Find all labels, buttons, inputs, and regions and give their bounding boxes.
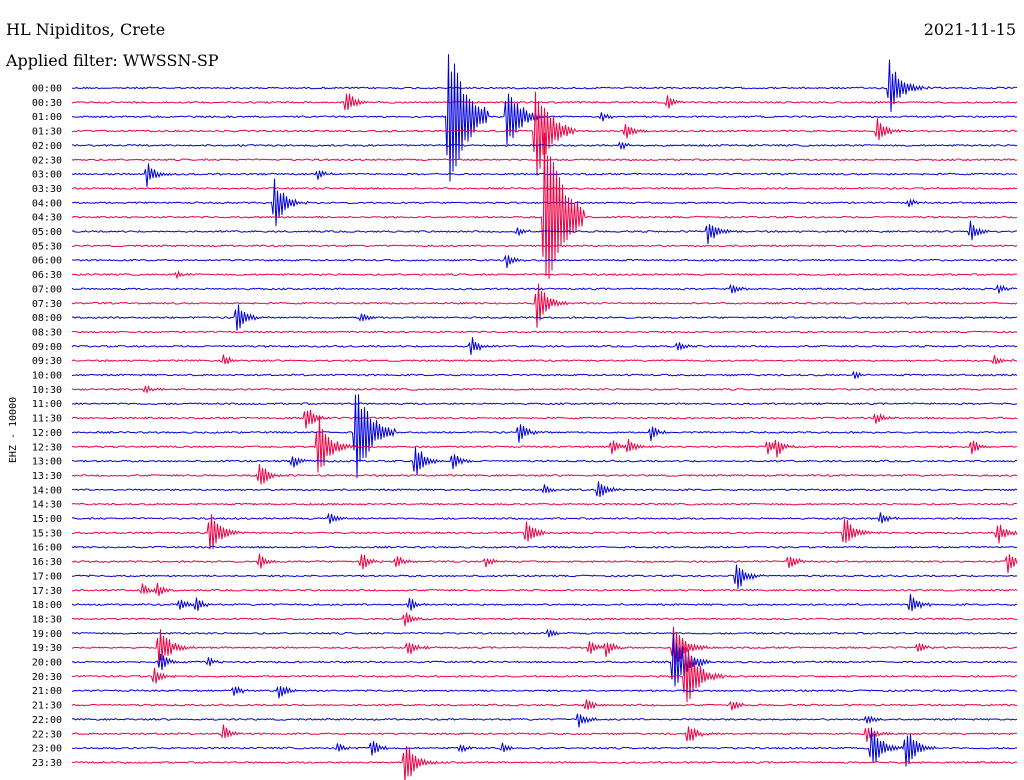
trace-line [71,244,1018,248]
trace-line [71,713,1018,728]
trace-line [71,481,1018,497]
row-label: 14:30 [32,500,62,511]
row-label: 15:30 [32,528,62,539]
row-label: 20:00 [32,658,62,669]
trace-line [71,647,1018,703]
row-label: 09:30 [32,356,62,367]
row-label: 12:30 [32,442,62,453]
row-label: 04:00 [32,198,62,209]
trace-line [72,59,1018,113]
trace-line [71,583,1018,596]
trace-line [72,564,1018,589]
trace-line [71,270,1018,280]
trace-line [71,699,1018,711]
row-label: 01:00 [32,112,62,123]
row-label: 11:00 [32,399,62,410]
trace-line [71,370,1018,380]
date-label: 2021-11-15 [924,20,1016,39]
row-label: 01:30 [32,127,62,138]
row-label: 18:00 [32,600,62,611]
trace-line [71,746,1018,780]
y-axis-label: EHZ - 10000 [8,397,19,463]
trace-line [71,187,1018,190]
trace-line [71,384,1018,393]
trace-line [71,633,1018,687]
row-label: 09:00 [32,342,62,353]
trace-line [71,283,1018,328]
trace-line [71,545,1018,549]
row-label: 16:30 [32,557,62,568]
row-label: 02:30 [32,155,62,166]
row-label: 17:30 [32,586,62,597]
row-label: 23:00 [32,744,62,755]
trace-line [71,502,1018,506]
row-label: 21:30 [32,701,62,712]
row-label: 17:00 [32,571,62,582]
row-label: 06:00 [32,256,62,267]
trace-line [71,91,1018,176]
row-label: 10:00 [32,371,62,382]
trace-line [71,409,1018,429]
trace-line [71,304,1018,331]
trace-line [71,553,1018,574]
trace-line [71,612,1018,627]
filter-label: Applied filter: WWSSN-SP [5,51,219,70]
row-label: 08:00 [32,313,62,324]
trace-line [71,626,1018,666]
trace-line [71,685,1018,699]
row-label: 22:00 [32,715,62,726]
trace-line [71,220,1018,245]
row-label: 11:30 [32,414,62,425]
row-label: 16:00 [32,543,62,554]
row-labels: 00:00 00:30 01:00 01:30 02:00 02:30 03:00 03:30… [32,84,62,769]
trace-line [71,628,1018,638]
row-label: 07:00 [32,284,62,295]
row-label: 21:00 [32,686,62,697]
trace-line [71,178,1018,227]
row-label: 20:30 [32,672,62,683]
row-label: 02:00 [32,141,62,152]
row-label: 10:30 [32,385,62,396]
row-label: 13:00 [32,457,62,468]
trace-line [71,132,1018,279]
row-label: 04:30 [32,213,62,224]
row-label: 05:30 [32,241,62,252]
row-label: 03:00 [32,170,62,181]
row-label: 15:00 [32,514,62,525]
trace-line [71,402,1018,406]
row-label: 23:30 [32,758,62,769]
row-label: 00:00 [32,84,62,95]
station-title: HL Nipiditos, Crete [6,20,165,39]
trace-line [71,447,1018,475]
row-label: 05:00 [32,227,62,238]
trace-line [71,724,1017,743]
trace-line [71,727,1018,767]
row-label: 12:00 [32,428,62,439]
seismic-traces [71,54,1018,780]
trace-line [72,514,1018,550]
row-label: 13:30 [32,471,62,482]
trace-line [71,283,1018,294]
row-label: 03:30 [32,184,62,195]
row-label: 22:30 [32,729,62,740]
trace-line [71,354,1018,365]
row-label: 08:30 [32,327,62,338]
trace-line [71,254,1018,268]
trace-line [71,417,1018,473]
trace-line [71,330,1018,334]
trace-line [71,93,1018,110]
trace-line [71,593,1018,612]
row-label: 00:30 [32,98,62,109]
row-label: 19:00 [32,629,62,640]
row-label: 19:30 [32,643,62,654]
trace-line [71,337,1018,355]
row-label: 07:30 [32,299,62,310]
trace-line [71,464,1018,485]
trace-line [71,394,1018,479]
trace-line [71,512,1018,524]
row-label: 18:30 [32,614,62,625]
row-label: 06:30 [32,270,62,281]
row-label: 14:00 [32,485,62,496]
